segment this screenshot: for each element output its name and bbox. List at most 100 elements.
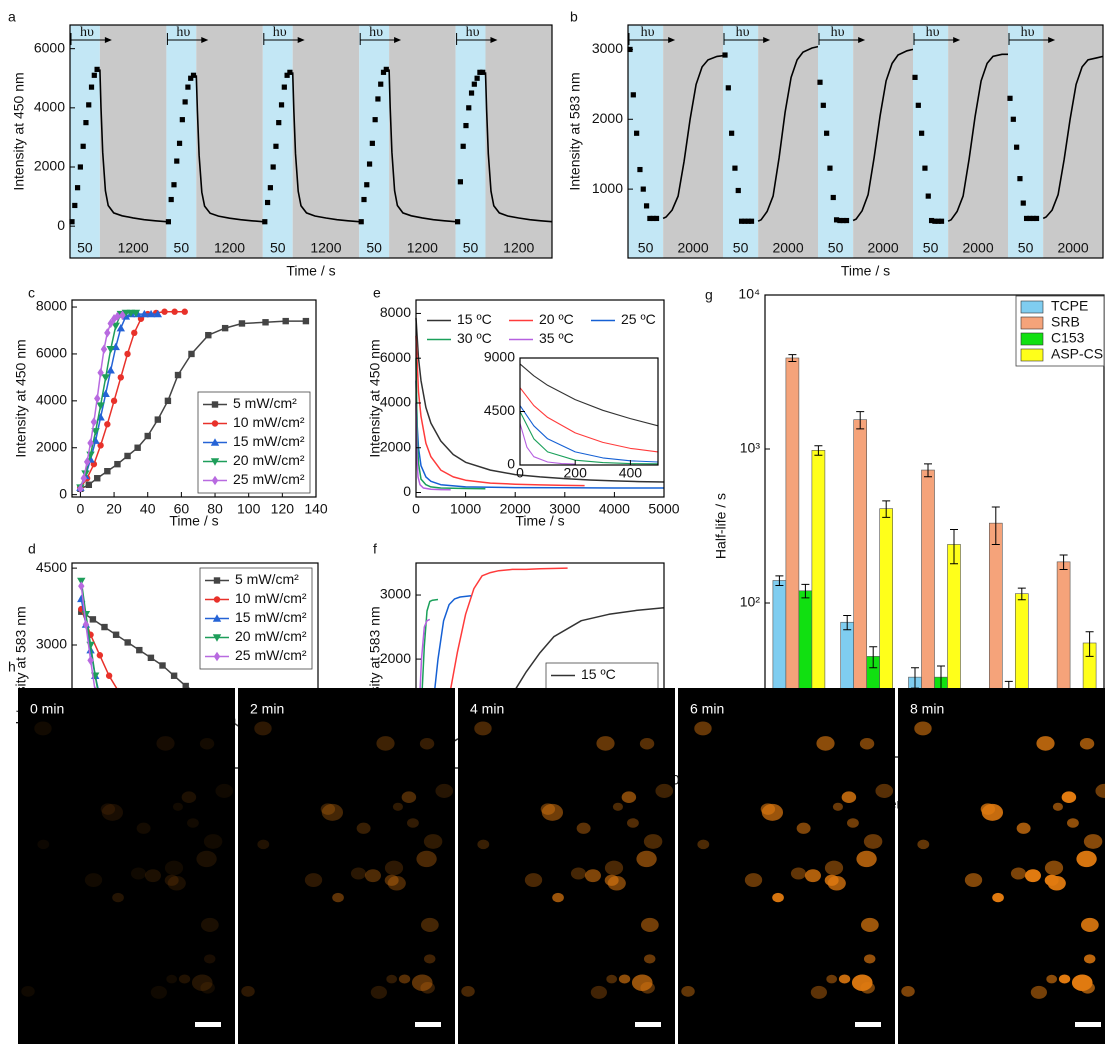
cell [604,860,624,876]
dark-phase [853,25,913,258]
data-point [827,165,833,171]
data-point [824,130,830,136]
cell [100,803,116,815]
dark-curve [1042,55,1104,220]
cell [901,985,915,997]
segment-label: 50 [638,240,654,256]
y-axis-label: Half-life / s [713,493,729,559]
data-point [270,164,276,170]
cell [416,850,437,868]
data-point [78,581,85,591]
cell [596,736,615,751]
y-tick-label: 8000 [380,304,411,320]
error-bar [1017,587,1026,601]
series-line [519,423,576,465]
y-tick-label: 10³ [740,440,761,456]
cell [832,802,844,811]
x-axis-label: Time / s [515,513,564,529]
data-point [153,309,163,318]
legend-swatch [1020,300,1044,314]
cell [859,737,875,750]
light-phase [262,25,293,258]
cell [1083,834,1103,849]
cell [164,860,184,876]
x-tick-label: 120 [271,501,295,517]
legend-label: C153 [1051,330,1085,346]
cell [420,981,435,994]
dark-phase [292,25,360,258]
legend-label: 15 ºC [457,311,492,327]
data-point [87,438,94,448]
cell [392,802,404,811]
data-point [140,309,149,318]
data-point [87,655,94,666]
y-axis-label: Intensity at 450 nm [11,72,27,190]
legend-label: 35 ºC [539,330,574,346]
cell [435,783,454,798]
data-point [161,308,168,315]
plot-frame [71,299,317,498]
data-point [372,117,378,123]
cell [627,818,639,828]
segment-label: 2000 [677,240,708,256]
cell [861,917,879,933]
data-point [732,165,738,171]
data-point [477,69,483,75]
data-point [174,371,182,379]
legend-label: TCPE [1051,298,1088,314]
cell [423,834,443,849]
dark-curve [662,54,724,220]
cell [387,875,406,891]
cell [172,802,184,811]
micrograph [18,688,235,1044]
data-point [165,219,171,225]
cell [384,860,404,876]
data-point [211,401,219,408]
data-point [112,631,120,638]
data-point [938,218,945,224]
cell [1044,860,1064,876]
frame-label: 8 min [910,701,944,717]
data-point [212,614,222,622]
data-point [82,619,90,630]
cell [241,985,255,997]
data-point [932,218,938,224]
data-point [302,317,310,325]
data-point [915,102,921,108]
legend-label: 20 ºC [539,311,574,327]
scale-bar [195,1022,221,1027]
data-point [466,105,472,111]
arrow-head [104,37,112,43]
data-point [154,416,162,423]
data-point [366,161,373,167]
data-point [213,651,221,662]
data-point [116,323,125,332]
cell [863,954,876,964]
y-tick-label: 4000 [36,392,67,408]
light-label: hυ [926,25,940,40]
cell [618,974,631,984]
cell [164,874,179,886]
panel-label: f [373,541,377,557]
error-bar [991,506,1000,545]
y-tick-label: 2000 [34,158,65,174]
data-point [843,217,850,224]
data-point [455,219,461,225]
series-line [519,387,659,453]
data-point [105,672,113,679]
cell [838,974,851,984]
data-point [210,458,220,466]
cell [150,985,167,999]
cell [178,974,191,984]
y-tick-label: 3000 [592,40,623,56]
data-point [922,165,928,171]
legend-label: 10 mW/cm² [233,414,305,430]
cell [1095,783,1105,798]
cell [364,869,381,883]
data-point [164,397,172,405]
data-point [264,199,271,206]
data-point [101,623,108,631]
data-point [262,319,269,326]
cell [851,974,873,991]
data-point [134,444,141,451]
